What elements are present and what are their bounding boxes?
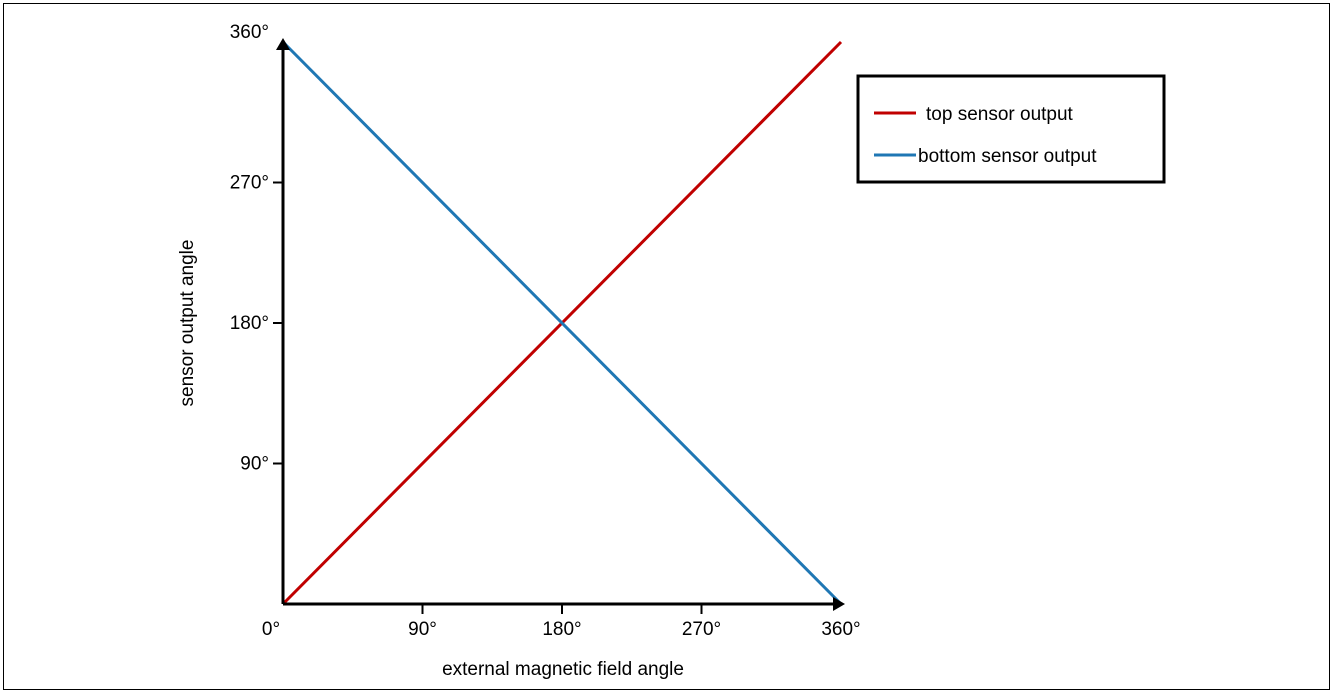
x-tick-label: 270° <box>682 619 721 640</box>
y-axis-arrow <box>276 38 290 50</box>
legend-box <box>856 74 1166 184</box>
x-axis-arrow <box>833 597 845 611</box>
x-tick-label: 90° <box>408 619 437 640</box>
legend-label-bottom-sensor: bottom sensor output <box>918 146 1097 167</box>
y-tick-label: 90° <box>240 454 269 475</box>
x-axis-title: external magnetic field angle <box>442 659 684 680</box>
x-tick-label: 180° <box>542 619 581 640</box>
y-tick-label: 270° <box>230 173 269 194</box>
series-line-bottom-sensor <box>281 40 843 606</box>
y-tick-label: 360° <box>230 22 269 43</box>
axes <box>273 38 845 614</box>
x-tick-label: 0° <box>262 619 280 640</box>
plot-area <box>281 40 843 606</box>
legend: top sensor output bottom sensor output <box>856 74 1166 184</box>
tick-labels: 0° 90° 180° 270° 360° 90° 180° 270° 360° <box>230 22 861 640</box>
legend-label-top-sensor: top sensor output <box>926 104 1074 125</box>
y-axis-title: sensor output angle <box>177 240 198 407</box>
y-tick-label: 180° <box>230 313 269 334</box>
x-tick-label: 360° <box>821 619 860 640</box>
